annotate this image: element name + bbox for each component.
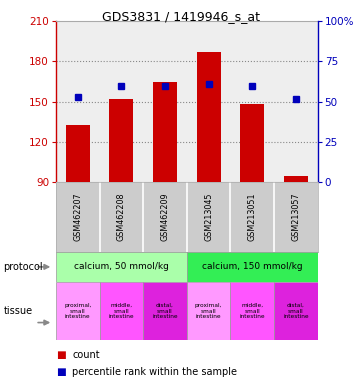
Bar (153, 82, 177, 182)
Bar (100, 282, 143, 340)
Bar (66, 124, 90, 182)
Text: middle,
small
intestine: middle, small intestine (109, 303, 134, 319)
Bar (284, 176, 308, 182)
Text: calcium, 150 mmol/kg: calcium, 150 mmol/kg (202, 262, 303, 271)
Bar (56, 282, 100, 340)
Text: percentile rank within the sample: percentile rank within the sample (72, 367, 237, 377)
Bar (240, 104, 264, 182)
Bar (230, 282, 274, 340)
Text: distal,
small
intestine: distal, small intestine (152, 303, 178, 319)
Text: proximal,
small
intestine: proximal, small intestine (195, 303, 222, 319)
Text: GSM462207: GSM462207 (73, 193, 82, 241)
Text: GSM213057: GSM213057 (291, 193, 300, 241)
Text: distal,
small
intestine: distal, small intestine (283, 303, 309, 319)
Bar (197, 52, 221, 182)
Text: count: count (72, 350, 100, 360)
Text: GSM462209: GSM462209 (161, 193, 170, 241)
Text: proximal,
small
intestine: proximal, small intestine (64, 303, 92, 319)
Text: ■: ■ (56, 367, 66, 377)
Text: middle,
small
intestine: middle, small intestine (239, 303, 265, 319)
Text: GSM213051: GSM213051 (248, 193, 257, 241)
Text: calcium, 50 mmol/kg: calcium, 50 mmol/kg (74, 262, 169, 271)
Bar (56, 252, 187, 282)
Bar (143, 282, 187, 340)
Text: ■: ■ (56, 350, 66, 360)
Bar (274, 282, 318, 340)
Text: protocol: protocol (4, 262, 43, 272)
Text: GSM213045: GSM213045 (204, 193, 213, 241)
Bar (187, 252, 318, 282)
Text: GDS3831 / 1419946_s_at: GDS3831 / 1419946_s_at (101, 10, 260, 23)
Text: GSM462208: GSM462208 (117, 193, 126, 241)
Bar (109, 99, 133, 182)
Bar (187, 282, 230, 340)
Text: tissue: tissue (4, 306, 33, 316)
